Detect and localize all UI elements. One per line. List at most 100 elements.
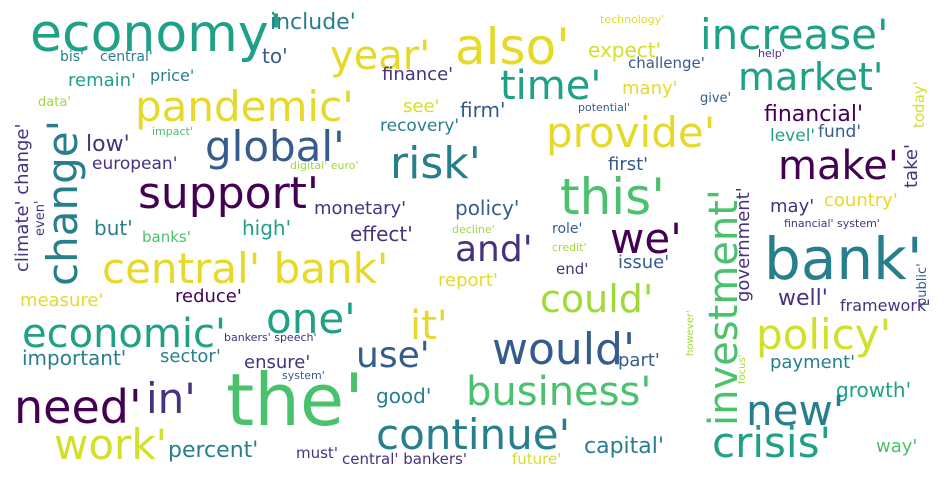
word: pandemic' <box>135 82 354 131</box>
word: way' <box>876 436 918 457</box>
word: payment' <box>770 352 856 373</box>
word: european' <box>92 154 178 174</box>
word: support' <box>138 168 320 219</box>
word: reduce' <box>175 286 242 307</box>
word: future' <box>512 450 562 468</box>
word: new' <box>746 386 845 435</box>
word: crisis' <box>712 418 832 467</box>
word: increase' <box>700 10 889 59</box>
word: even' <box>33 200 48 236</box>
word: risk' <box>390 138 481 189</box>
word: but' <box>94 216 133 240</box>
word: focus' <box>737 354 748 384</box>
word: help' <box>758 47 785 60</box>
word: expect' <box>588 38 662 62</box>
word: include' <box>270 10 356 35</box>
word: make' <box>778 143 899 189</box>
word: need' <box>14 380 142 434</box>
word: central' <box>100 49 153 65</box>
word: growth' <box>836 378 912 402</box>
word: level' <box>770 126 816 146</box>
word: measure' <box>20 290 104 311</box>
word: effect' <box>350 222 413 246</box>
word: time' <box>500 63 602 109</box>
word: however' <box>685 310 696 356</box>
word: change' <box>38 119 87 286</box>
word: low' <box>86 132 130 157</box>
word: business' <box>466 369 652 415</box>
word: high' <box>242 216 292 240</box>
word: use' <box>356 335 430 376</box>
word: remain' <box>68 70 137 91</box>
word: issue' <box>618 252 670 273</box>
word: bank' <box>764 225 923 293</box>
word: bankers' speech' <box>224 331 317 344</box>
word: credit' <box>552 241 587 254</box>
word: investment' <box>701 189 747 426</box>
word: market' <box>738 55 884 99</box>
word: fund' <box>818 122 861 142</box>
word: firm' <box>460 98 506 122</box>
word: first' <box>608 154 649 175</box>
word: report' <box>438 270 498 291</box>
word: we' <box>610 214 682 263</box>
word: policy' <box>756 310 892 359</box>
word: monetary' <box>314 198 407 219</box>
word: bis' <box>60 49 84 65</box>
word: digital' euro' <box>290 159 359 172</box>
word: see' <box>403 96 440 117</box>
word: data' <box>38 95 71 110</box>
word: it' <box>410 303 448 349</box>
word: good' <box>376 384 432 408</box>
word: percent' <box>168 438 259 463</box>
word: may' <box>770 196 815 217</box>
word: to' <box>262 44 288 68</box>
word: work' <box>54 420 168 469</box>
word: take' <box>901 144 922 188</box>
word: capital' <box>584 434 664 459</box>
word: recovery' <box>380 116 460 136</box>
word: banks' <box>142 228 191 246</box>
word: well' <box>778 286 828 311</box>
word: central' bank' <box>102 244 389 293</box>
word: many' <box>622 78 678 99</box>
word: must' <box>296 444 338 462</box>
word: could' <box>540 277 654 321</box>
word: policy' <box>455 196 520 220</box>
word: continue' <box>376 410 571 459</box>
word: economy' <box>30 4 283 64</box>
word: this' <box>560 168 665 226</box>
word: finance' <box>382 64 454 85</box>
word: role' <box>552 221 583 237</box>
word: provide' <box>546 108 716 157</box>
word: financial' system' <box>784 217 880 230</box>
word: system' <box>282 369 325 382</box>
word: country' <box>824 190 898 211</box>
word: give' <box>700 91 732 106</box>
word: ensure' <box>244 352 311 373</box>
word: climate' change' <box>12 123 33 272</box>
word: sector' <box>160 346 221 367</box>
word: financial' <box>764 102 864 127</box>
word: decline' <box>452 223 495 236</box>
word: and' <box>455 229 533 270</box>
word: part' <box>618 350 660 371</box>
word: the' <box>226 358 364 442</box>
word: framework' <box>840 296 931 315</box>
word: challenge' <box>628 54 705 72</box>
word: end' <box>556 260 589 278</box>
word: in' <box>146 374 196 423</box>
word: year' <box>330 33 431 79</box>
word: central' bankers' <box>342 450 467 468</box>
word: would' <box>492 324 636 375</box>
word: one' <box>266 294 356 343</box>
word: important' <box>22 346 127 370</box>
word: impact' <box>152 125 193 138</box>
word: also' <box>455 18 570 76</box>
word: potential' <box>578 101 630 114</box>
word: global' <box>205 122 345 171</box>
word: price' <box>150 66 195 85</box>
word: today' <box>910 81 928 128</box>
word: technology' <box>600 13 665 26</box>
